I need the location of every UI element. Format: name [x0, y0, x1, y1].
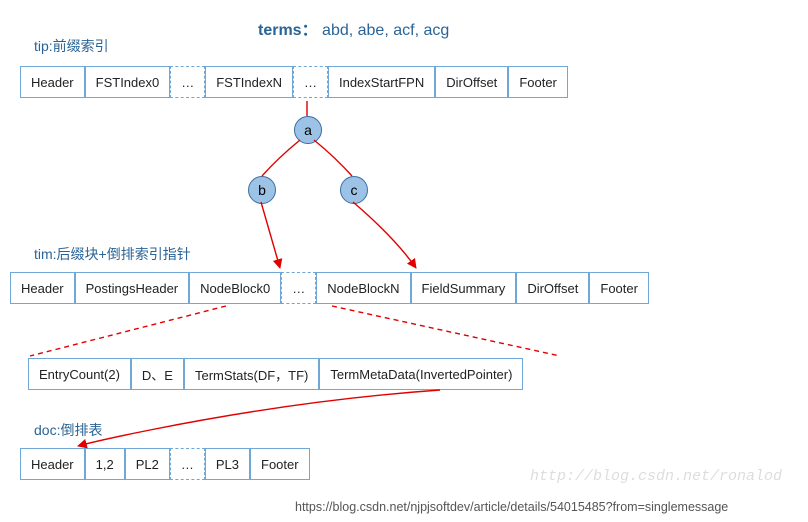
tim-cell: FieldSummary [411, 272, 517, 304]
tip-cell: FSTIndex0 [85, 66, 171, 98]
doc-label: doc:倒排表 [34, 420, 102, 440]
tip-label: tip:前缀索引 [34, 36, 109, 56]
doc-cell: 1,2 [85, 448, 125, 480]
doc-cell: Header [20, 448, 85, 480]
tip-cell: IndexStartFPN [328, 66, 435, 98]
tip-row: Header FSTIndex0 … FSTIndexN … IndexStar… [20, 66, 568, 98]
node-c: c [340, 176, 368, 204]
tim-cell: NodeBlock0 [189, 272, 281, 304]
detail-cell: D、E [131, 358, 184, 390]
tim-cell: Footer [589, 272, 649, 304]
tim-cell: PostingsHeader [75, 272, 190, 304]
tim-cell: Header [10, 272, 75, 304]
node-a: a [294, 116, 322, 144]
tip-cell: Footer [508, 66, 568, 98]
doc-cell: PL2 [125, 448, 170, 480]
tim-cell: DirOffset [516, 272, 589, 304]
watermark: http://blog.csdn.net/ronalod [530, 468, 782, 485]
tip-cell: Header [20, 66, 85, 98]
tim-cell: … [281, 272, 316, 304]
tim-label: tim:后缀块+倒排索引指针 [34, 244, 191, 264]
tip-cell: … [293, 66, 328, 98]
doc-cell: … [170, 448, 205, 480]
detail-cell: EntryCount(2) [28, 358, 131, 390]
node-b: b [248, 176, 276, 204]
tip-cell: … [170, 66, 205, 98]
title-label: terms： [258, 22, 318, 39]
doc-cell: PL3 [205, 448, 250, 480]
tim-cell: NodeBlockN [316, 272, 410, 304]
title-terms: abd, abe, acf, acg [322, 22, 449, 39]
tip-cell: DirOffset [435, 66, 508, 98]
detail-row: EntryCount(2) D、E TermStats(DF，TF) TermM… [28, 358, 523, 390]
source-url: https://blog.csdn.net/njpjsoftdev/articl… [295, 500, 728, 514]
tip-cell: FSTIndexN [205, 66, 293, 98]
title: terms： abd, abe, acf, acg [258, 16, 449, 40]
detail-cell: TermMetaData(InvertedPointer) [319, 358, 523, 390]
tim-row: Header PostingsHeader NodeBlock0 … NodeB… [10, 272, 649, 304]
doc-cell: Footer [250, 448, 310, 480]
doc-row: Header 1,2 PL2 … PL3 Footer [20, 448, 310, 480]
detail-cell: TermStats(DF，TF) [184, 358, 319, 390]
